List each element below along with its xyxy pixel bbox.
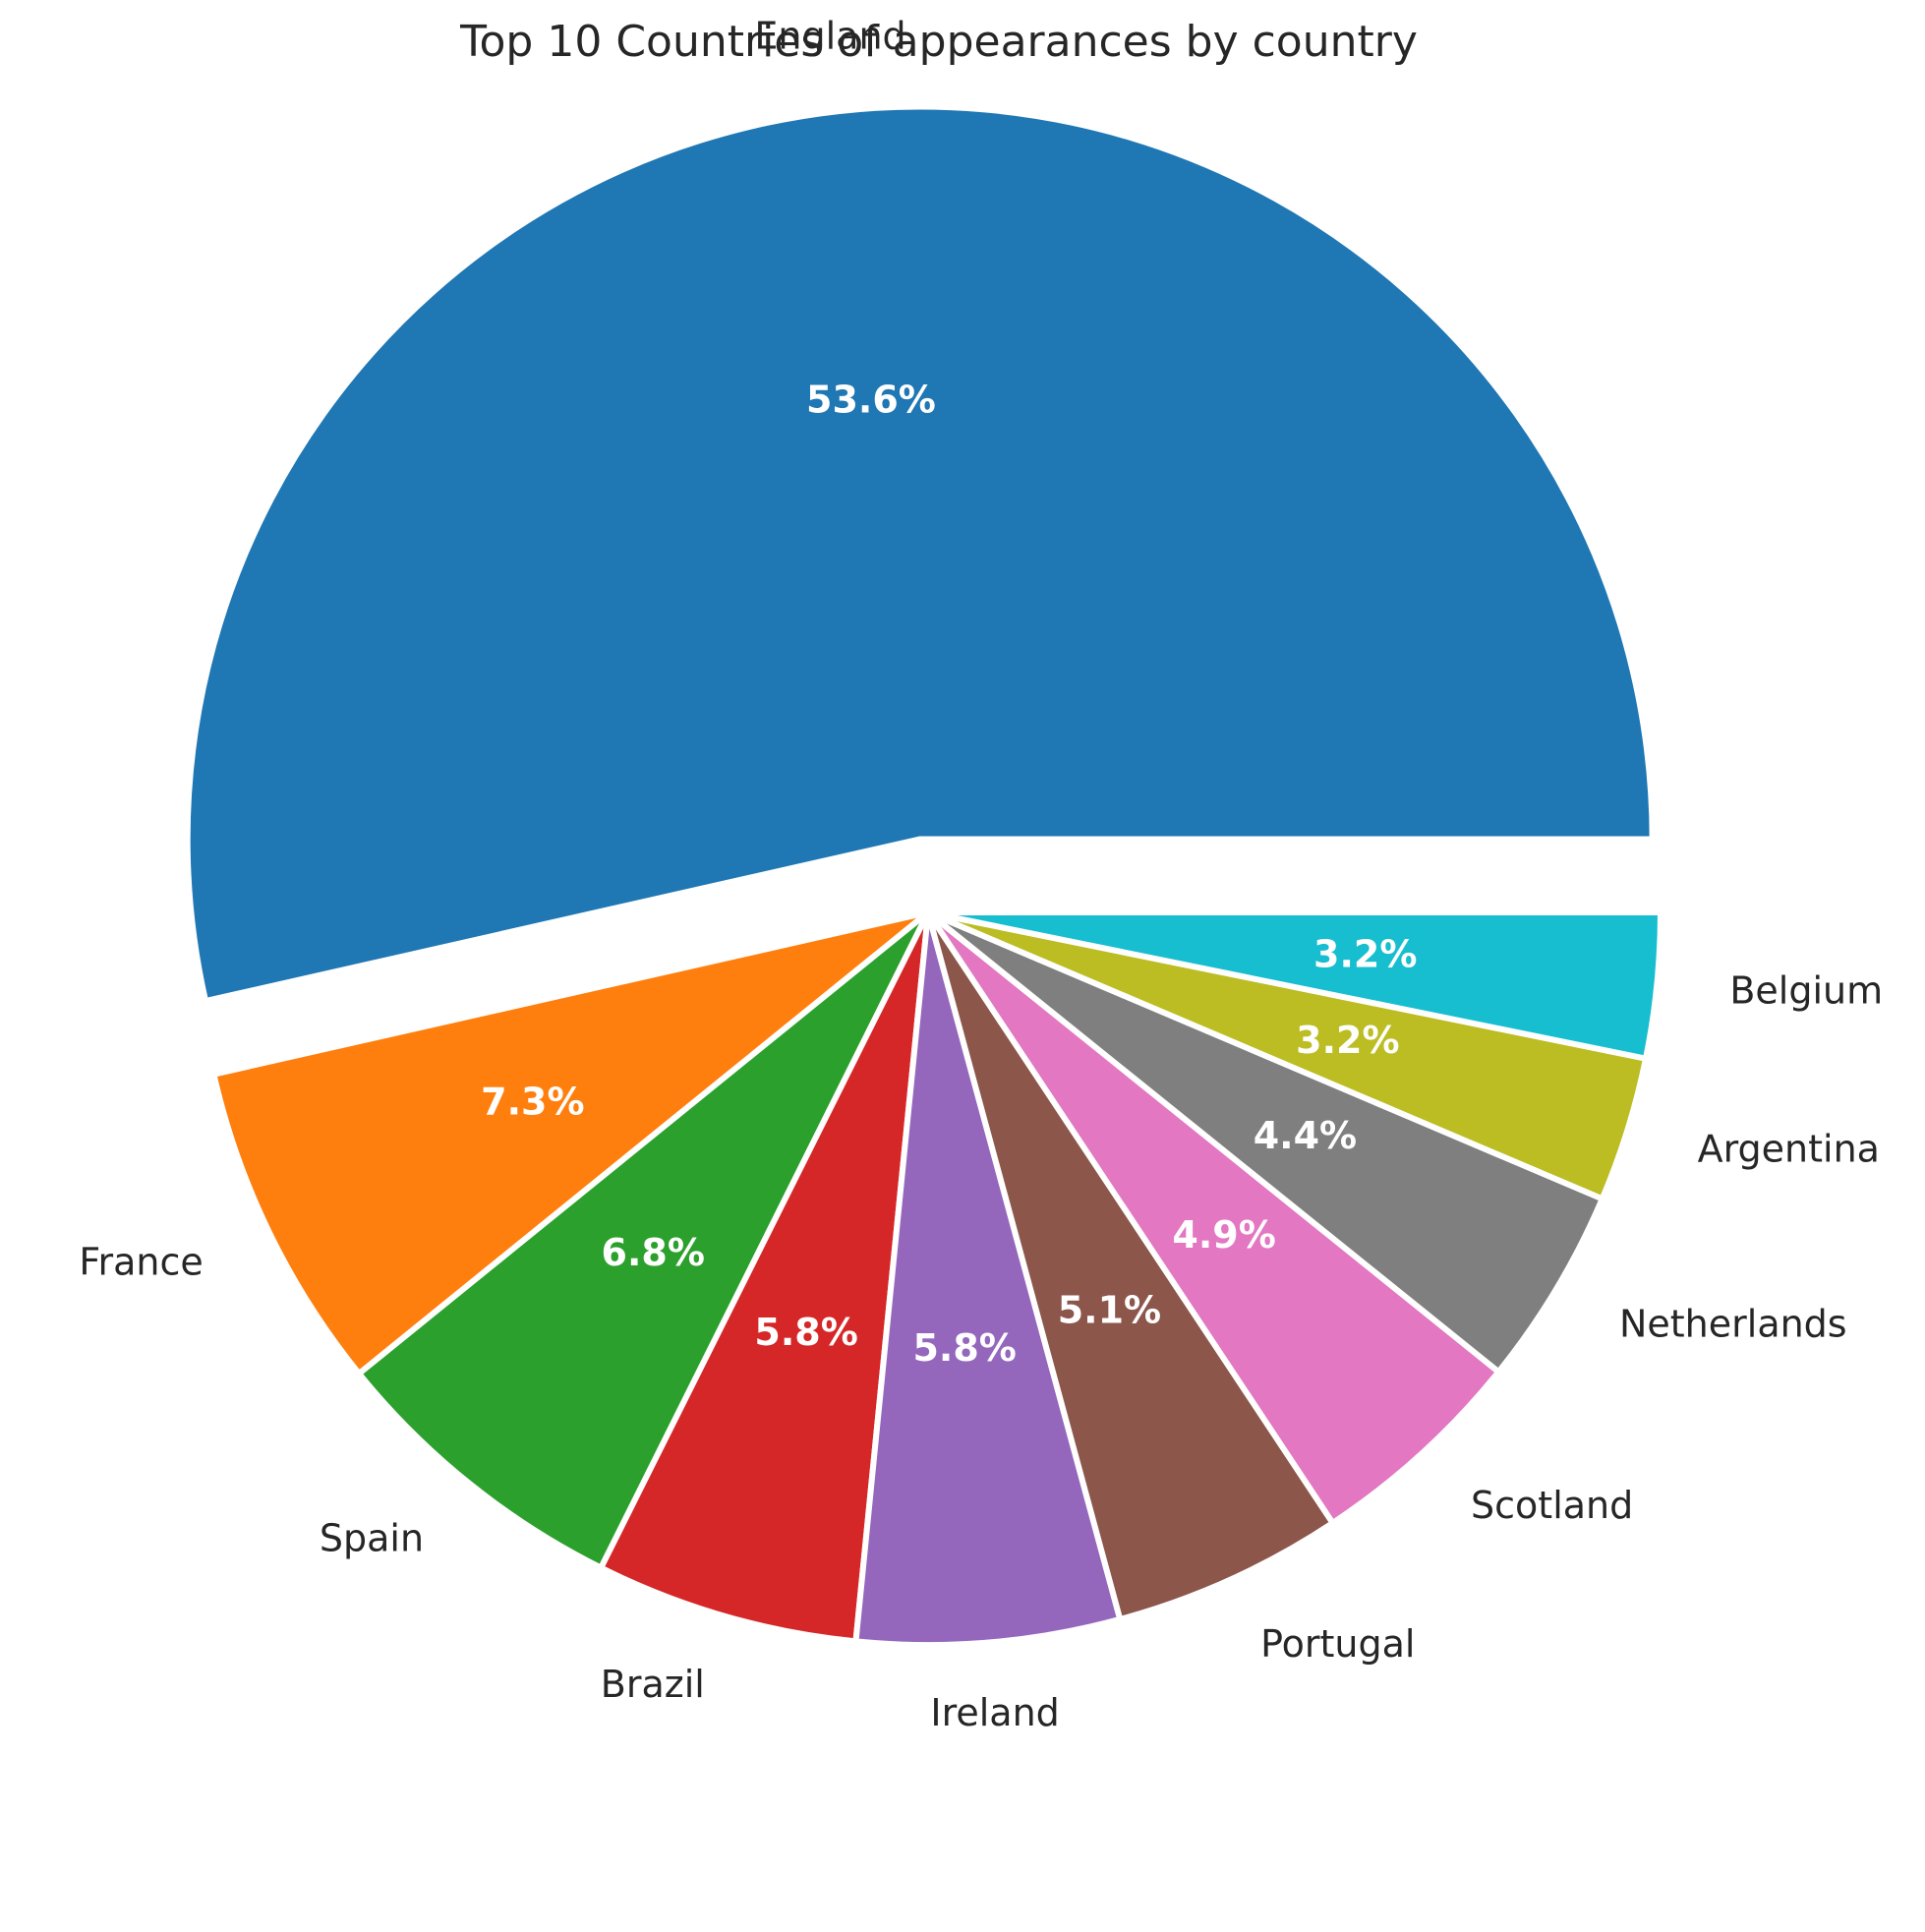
category-label-argentina: Argentina (1698, 1128, 1880, 1171)
pie-slice-portugal (925, 910, 1337, 1623)
category-labels: England France Spain Brazil Ireland Portugal S… (79, 15, 1883, 1735)
pie-slice-brazil (597, 910, 931, 1645)
pie-slice-scotland (925, 909, 1503, 1528)
category-label-scotland: Scotland (1471, 1484, 1633, 1527)
percent-label-brazil: 5.8% (754, 1311, 857, 1354)
category-label-spain: Spain (320, 1517, 424, 1560)
pie-slice-belgium (927, 909, 1664, 1063)
percent-label-netherlands: 4.4% (1254, 1114, 1357, 1157)
category-label-france: France (79, 1240, 203, 1283)
category-label-belgium: Belgium (1729, 969, 1883, 1013)
pie-slices (184, 103, 1664, 1648)
category-label-portugal: Portugal (1260, 1622, 1415, 1666)
category-label-england: England (754, 15, 905, 58)
pie-slice-france (209, 909, 930, 1378)
category-label-brazil: Brazil (601, 1663, 705, 1706)
pie-slice-england (184, 103, 1656, 1005)
percent-label-argentina: 3.2% (1296, 1019, 1399, 1062)
pie-slice-netherlands (926, 909, 1606, 1376)
percent-label-england: 53.6% (806, 379, 936, 422)
percent-label-scotland: 4.9% (1172, 1213, 1275, 1257)
chart-title: Top 10 Countries of appearances by count… (459, 17, 1418, 67)
category-label-netherlands: Netherlands (1619, 1303, 1847, 1346)
percent-label-portugal: 5.1% (1058, 1289, 1161, 1332)
percent-label-ireland: 5.8% (912, 1326, 1016, 1370)
percent-label-belgium: 3.2% (1313, 932, 1417, 975)
category-label-ireland: Ireland (930, 1691, 1059, 1734)
percent-labels: 53.6% 7.3% 6.8% 5.8% 5.8% 5.1% 4.9% 4.4% 3.2% 3.2… (481, 379, 1417, 1370)
pie-slice-ireland (852, 911, 1124, 1648)
pie-slice-spain (354, 909, 931, 1572)
percent-label-spain: 6.8% (602, 1231, 705, 1274)
percent-label-france: 7.3% (481, 1081, 584, 1124)
